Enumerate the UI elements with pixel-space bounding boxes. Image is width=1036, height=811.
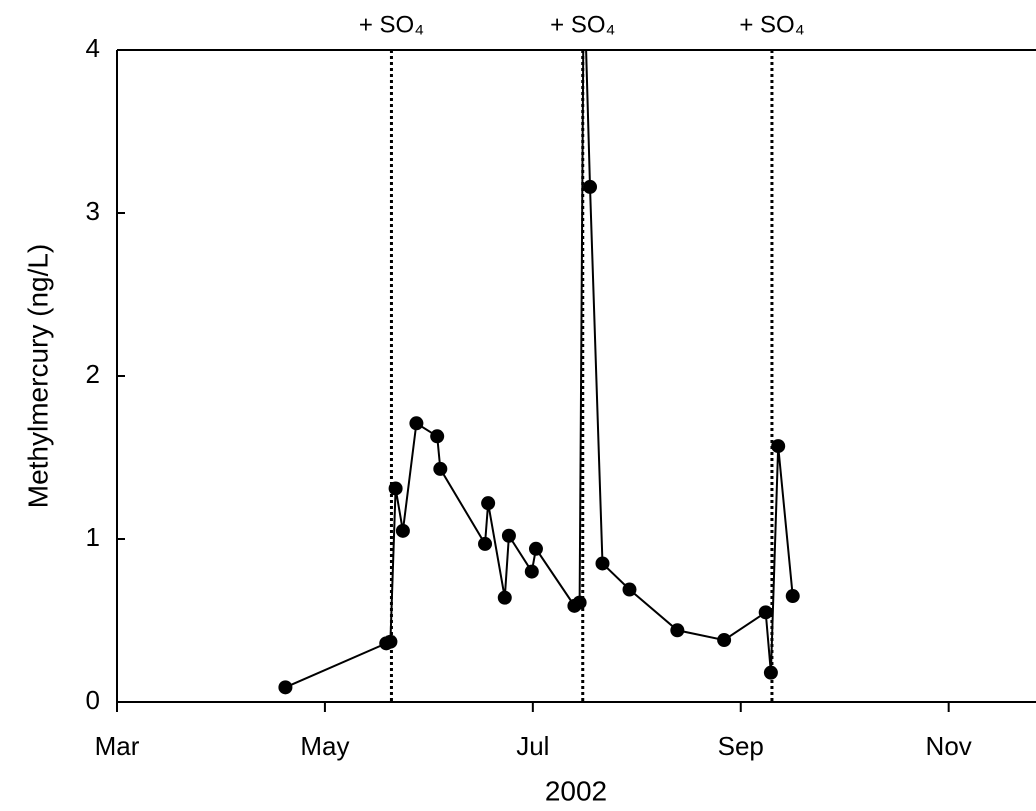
data-point — [497, 590, 512, 605]
data-point — [622, 582, 637, 597]
data-point — [528, 541, 543, 556]
data-point — [758, 605, 773, 620]
annotation-label: + SO₄ — [359, 11, 424, 38]
y-tick-label: 0 — [86, 685, 100, 715]
data-point — [583, 179, 598, 194]
data-point — [278, 680, 293, 695]
data-point — [481, 496, 496, 511]
data-point — [785, 589, 800, 604]
data-point — [763, 665, 778, 680]
y-tick-label: 2 — [86, 359, 100, 389]
data-point — [524, 564, 539, 579]
data-point — [383, 634, 398, 649]
x-tick-label: Jul — [516, 731, 549, 761]
y-tick-label: 3 — [86, 196, 100, 226]
x-tick-label: Mar — [95, 731, 140, 761]
data-line — [285, 50, 794, 689]
x-tick-label: Sep — [718, 731, 764, 761]
data-point — [595, 556, 610, 571]
data-point — [409, 416, 424, 431]
x-tick-label: Nov — [926, 731, 972, 761]
data-point — [771, 439, 786, 454]
plot-area — [278, 50, 800, 695]
data-point — [395, 523, 410, 538]
data-point — [670, 623, 685, 638]
y-tick-label: 4 — [86, 33, 100, 63]
data-point — [501, 528, 516, 543]
y-tick-label: 1 — [86, 522, 100, 552]
data-point — [717, 633, 732, 648]
data-point — [430, 429, 445, 444]
data-point — [478, 536, 493, 551]
x-tick-label: May — [300, 731, 349, 761]
data-point — [572, 595, 587, 610]
y-axis-label: Methylmercury (ng/L) — [22, 244, 53, 509]
annotation-label: + SO₄ — [550, 11, 615, 38]
x-axis-label: 2002 — [545, 775, 607, 806]
data-point — [433, 461, 448, 476]
annotation-label: + SO₄ — [739, 11, 804, 38]
